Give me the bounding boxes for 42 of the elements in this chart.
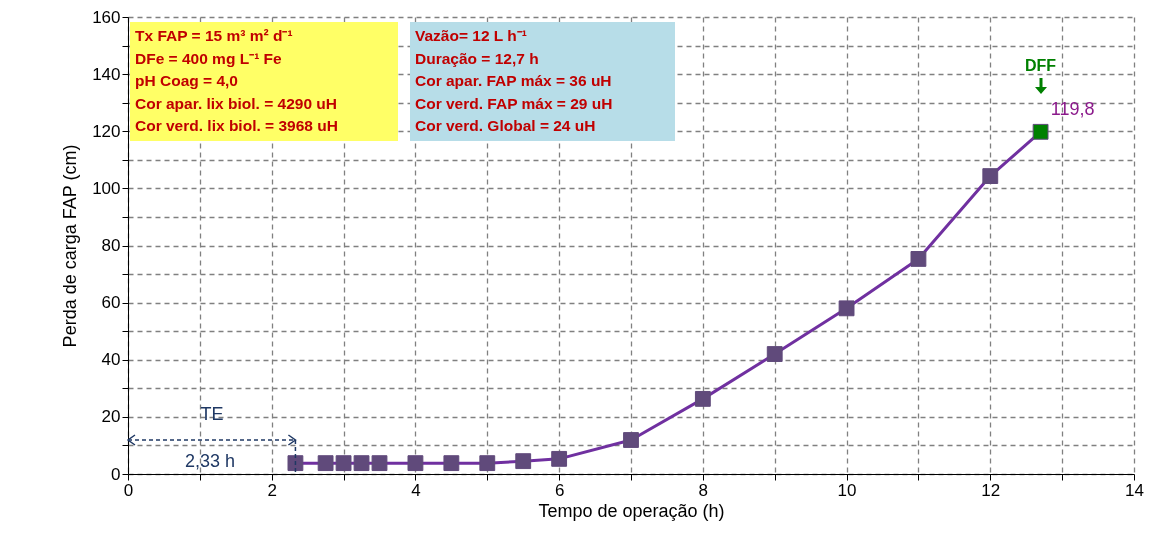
point (766, 346, 783, 362)
point (479, 455, 496, 472)
point (317, 455, 334, 472)
y-tick-label: 140 (92, 64, 121, 84)
point (694, 390, 711, 407)
note-box: Vazão= 12 L h⁻¹ Duração = 12,7 h Cor apar. FAP máx = 36 uH Cor verd. FAP máx = 29 uH Cor verd. Global = 24 uH (410, 22, 675, 141)
point (910, 251, 927, 267)
y-tick-label: 20 (101, 407, 121, 427)
annotation: TE (200, 403, 224, 425)
point (623, 432, 639, 448)
x-axis-title: Tempo de operação (h) (538, 500, 725, 521)
x-tick-label: 0 (123, 480, 134, 500)
point (287, 455, 304, 472)
point (353, 455, 370, 472)
y-tick-label: 80 (101, 236, 121, 255)
x-tick-label: 12 (981, 480, 1001, 500)
x-tick-label: 2 (267, 480, 277, 500)
point (838, 300, 855, 317)
point (551, 450, 568, 467)
y-tick-label: 60 (101, 293, 121, 313)
x-tick-label: 4 (411, 480, 421, 500)
data-label: 119,8 (1050, 98, 1095, 119)
point (407, 455, 424, 472)
y-tick-label: 100 (92, 178, 121, 198)
point (515, 453, 532, 470)
annotation: 2,33 h (184, 450, 236, 472)
y-tick-label: 0 (111, 464, 121, 484)
y-tick-label: 40 (101, 350, 121, 370)
point (1032, 123, 1049, 140)
y-tick-label: 160 (92, 7, 121, 27)
point (335, 455, 352, 472)
x-tick-label: 8 (698, 480, 709, 500)
x-tick-label: 10 (837, 480, 857, 500)
y-tick-label: 120 (92, 121, 121, 141)
point (371, 455, 388, 472)
point (443, 455, 460, 472)
y-axis-title: Perda de carga FAP (cm) (60, 144, 81, 348)
note-box: Tx FAP = 15 m³ m² d⁻¹ DFe = 400 mg L⁻¹ Fe pH Coag = 4,0 Cor apar. lix biol. = 4290 uH Cor verd. lix biol. = 3968 uH (130, 22, 398, 141)
annotation: DFF (1025, 57, 1057, 75)
x-tick-label: 6 (554, 480, 565, 500)
x-tick-label: 14 (1125, 480, 1144, 500)
point (982, 168, 999, 185)
